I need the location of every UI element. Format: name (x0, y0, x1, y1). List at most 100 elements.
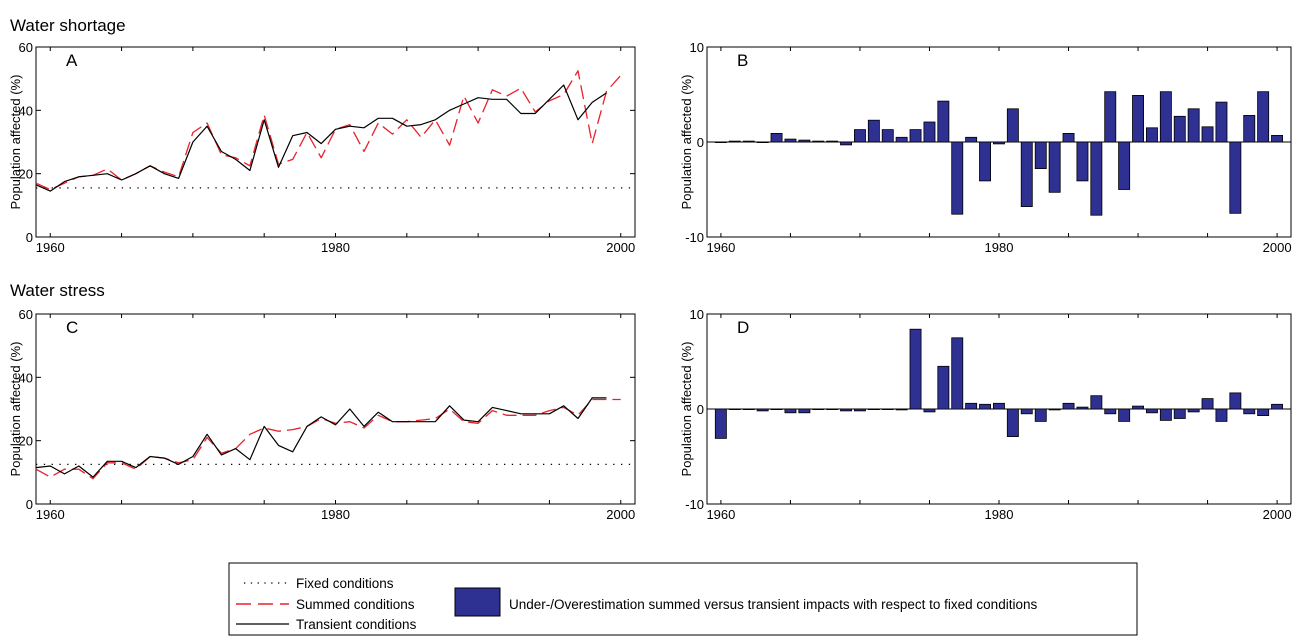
panel-d-bar-1991 (1146, 408, 1158, 414)
panel-d-bar-1980 (993, 402, 1005, 410)
panel-b-ytick-label--10: -10 (685, 230, 704, 245)
panel-b-bar-1997 (1229, 141, 1242, 214)
panel-d-bar-1983 (1034, 408, 1047, 422)
panel-b-ytick-label-10: 10 (690, 40, 704, 55)
panel-d-bar-1987 (1090, 395, 1103, 410)
panel-b-bar-1985 (1062, 132, 1075, 143)
panel-b-bar-1970 (854, 129, 866, 143)
panel-b-bar-1978 (965, 136, 978, 143)
panel-d-bar-1967 (812, 408, 825, 411)
panel-a-xtick-label-2000: 2000 (606, 240, 635, 255)
legend-box (228, 562, 1138, 636)
panel-d-bar-1993 (1173, 408, 1186, 419)
panel-a-label: A (66, 51, 78, 70)
panel-c-xtick-label-1980: 1980 (321, 507, 350, 522)
panel-c-ylabel: Population affected (%) (8, 342, 23, 477)
panel-d-bar-1997 (1229, 392, 1242, 410)
panel-b-bar-1981 (1006, 108, 1019, 143)
panel-a-ylabel: Population affected (%) (8, 75, 23, 210)
panel-b-bar-1977 (951, 141, 964, 215)
panel-d-bar-2000 (1271, 403, 1284, 410)
panel-b-bar-1976 (937, 100, 950, 143)
panel-d-ytick-label--10: -10 (685, 497, 704, 512)
legend-fixed-label: Fixed conditions (296, 576, 394, 591)
panel-b-bar-1961 (728, 140, 741, 143)
panel-b-bar-1963 (756, 141, 769, 144)
panel-d-water-stress-bars: -10 0 10 1960 1980 2000 Population affected (%… (679, 307, 1292, 522)
panel-b-bar-1994 (1187, 108, 1200, 143)
panel-d-bar-1962 (742, 408, 755, 411)
panel-d-bar-1977 (951, 337, 964, 410)
panel-a-ytick-label-0: 0 (26, 230, 33, 245)
panel-b-bar-1984 (1048, 141, 1061, 193)
panel-a-ytick-label-20: 20 (19, 167, 33, 182)
panel-d-bar-1996 (1215, 408, 1228, 422)
panel-b-bar-1960 (714, 141, 727, 144)
panel-b-bar-1968 (826, 140, 839, 143)
panel-a-water-shortage-lines: 0 20 40 60 1960 1980 2000 Population affected (… (8, 40, 636, 255)
panel-a-series-summed (35, 70, 622, 191)
panel-d-bar-1995 (1201, 398, 1214, 410)
panel-b-bar-1995 (1201, 126, 1214, 143)
panel-b-bar-1992 (1159, 91, 1172, 143)
panel-d-bar-1965 (784, 408, 797, 414)
panel-b-xtick-label-1980: 1980 (985, 240, 1014, 255)
panel-c-series-summed (35, 398, 621, 480)
panel-d-bar-1985 (1062, 402, 1075, 410)
panel-b-bar-1975 (923, 121, 936, 143)
section-title-water-shortage: Water shortage (10, 16, 126, 35)
panel-b-bar-1966 (798, 139, 811, 143)
panel-c-ytick-label-20: 20 (19, 434, 33, 449)
panel-b-bar-1964 (770, 132, 783, 143)
panel-d-bar-1976 (937, 365, 950, 410)
panel-b-bar-1973 (895, 136, 908, 143)
panel-a-ytick-label-60: 60 (19, 40, 33, 55)
panel-d-ytick-label-10: 10 (690, 307, 704, 322)
panel-d-bar-1998 (1243, 408, 1256, 415)
panel-b-bar-2000 (1271, 134, 1284, 143)
panel-a-xtick-label-1980: 1980 (321, 240, 350, 255)
panel-d-bar-1974 (909, 328, 922, 410)
panel-b-bar-1989 (1118, 141, 1131, 190)
panel-b-bar-1971 (867, 119, 880, 143)
panel-d-bar-1981 (1006, 408, 1019, 438)
panel-b-bar-1983 (1034, 141, 1047, 170)
panel-b-bar-1982 (1020, 141, 1033, 207)
panel-c-ytick-label-60: 60 (19, 307, 33, 322)
legend: Fixed conditions Summed conditions Trans… (228, 562, 1138, 636)
legend-bar-label: Under-/Overestimation summed versus tran… (509, 597, 1037, 612)
legend-transient-label: Transient conditions (296, 617, 417, 632)
panel-d-bar-1999 (1257, 408, 1270, 416)
legend-summed-label: Summed conditions (296, 597, 415, 612)
panel-a-frame (35, 46, 636, 238)
panel-b-bar-1993 (1173, 115, 1186, 143)
panel-d-bar-1979 (979, 403, 992, 410)
panel-d-bar-1966 (798, 408, 811, 414)
panel-c-water-stress-lines: 0 20 40 60 1960 1980 2000 Population affected (… (8, 307, 636, 522)
panel-b-label: B (737, 51, 748, 70)
panel-d-bar-1960 (714, 408, 727, 439)
panel-d-ylabel: Population affected (%) (679, 342, 694, 477)
panel-d-bar-1990 (1132, 405, 1145, 410)
panel-b-bar-1987 (1090, 141, 1103, 216)
panel-d-ytick-label-0: 0 (697, 402, 704, 417)
panel-b-bar-1986 (1076, 141, 1089, 182)
panel-d-bar-1963 (756, 408, 769, 412)
panel-d-bar-1970 (854, 408, 866, 412)
panel-a-ytick-label-40: 40 (19, 103, 33, 118)
panel-b-bar-1974 (909, 129, 922, 143)
panel-c-xtick-label-1960: 1960 (36, 507, 65, 522)
panel-d-bar-1971 (867, 408, 880, 411)
panel-d-bar-1986 (1076, 406, 1089, 410)
panel-b-bar-1980 (993, 141, 1005, 145)
panel-d-bar-1989 (1118, 408, 1131, 422)
panel-d-bar-1968 (826, 408, 839, 411)
panel-b-ylabel: Population affected (%) (679, 75, 694, 210)
panel-c-xtick-label-2000: 2000 (606, 507, 635, 522)
panel-c-label: C (66, 318, 78, 337)
panel-b-xtick-label-2000: 2000 (1263, 240, 1292, 255)
panel-d-bar-1982 (1020, 408, 1033, 415)
panel-b-bar-1999 (1257, 91, 1270, 143)
panel-d-xtick-label-1960: 1960 (706, 507, 735, 522)
